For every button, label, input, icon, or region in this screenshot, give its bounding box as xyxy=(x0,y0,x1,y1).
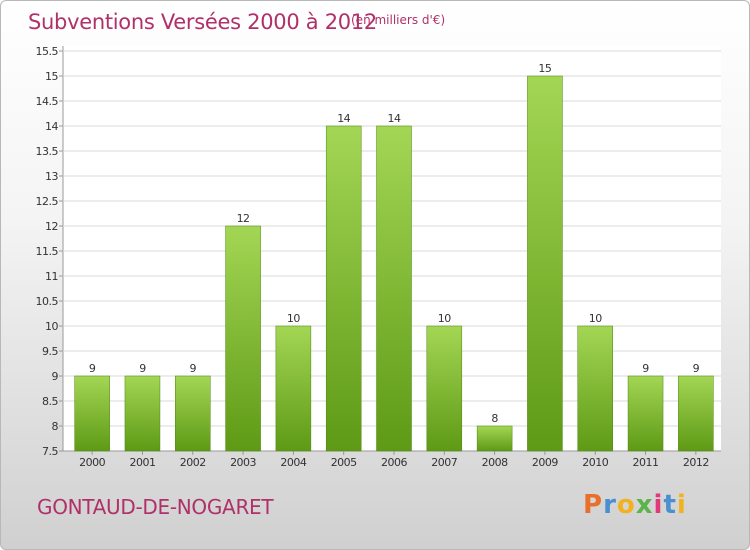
y-tick-label: 15.5 xyxy=(36,45,59,58)
data-label: 9 xyxy=(642,362,649,375)
bar-2012 xyxy=(678,375,714,452)
data-label: 15 xyxy=(538,62,551,75)
x-tick-label: 2006 xyxy=(381,456,407,469)
y-tick-label: 13 xyxy=(45,170,58,183)
x-tick-label: 2000 xyxy=(79,456,105,469)
logo-letter: x xyxy=(635,490,654,520)
data-label: 9 xyxy=(89,362,96,375)
bars xyxy=(74,75,714,452)
data-label: 8 xyxy=(491,412,498,425)
data-label: 9 xyxy=(139,362,146,375)
logo-letter: i xyxy=(653,490,664,520)
bar-2007 xyxy=(426,325,463,452)
y-tick-label: 10.5 xyxy=(36,295,59,308)
y-tick-label: 11 xyxy=(45,270,58,283)
x-tick-label: 2002 xyxy=(180,456,206,469)
y-tick-label: 9 xyxy=(52,370,59,383)
data-label: 14 xyxy=(337,112,350,125)
x-tick-label: 2001 xyxy=(129,456,155,469)
bar-2008 xyxy=(476,425,513,452)
y-tick-label: 13.5 xyxy=(36,145,59,158)
labels: 7.5 8 8.5 9 9.5 10 10.5 11 11.5 12 12.5 13 13.5 14 14.… xyxy=(36,45,710,469)
y-tick-label: 11.5 xyxy=(36,245,59,258)
data-label: 9 xyxy=(693,362,700,375)
x-tick-label: 2009 xyxy=(532,456,558,469)
data-label: 14 xyxy=(388,112,401,125)
bar-2001 xyxy=(124,375,161,452)
bar-2009 xyxy=(527,75,563,452)
x-tick-label: 2004 xyxy=(280,456,306,469)
logo-letter: r xyxy=(603,490,617,520)
y-tick-label: 12.5 xyxy=(36,195,59,208)
x-tick-label: 2011 xyxy=(633,456,659,469)
chart-title: Subventions Versées 2000 à 2012 xyxy=(28,10,377,34)
x-tick-label: 2012 xyxy=(683,456,709,469)
bar-2010 xyxy=(577,325,613,452)
y-tick-label: 10 xyxy=(45,320,58,333)
bar-2002 xyxy=(175,375,211,452)
data-label: 12 xyxy=(237,212,250,225)
bar-2003 xyxy=(225,225,261,452)
y-tick-label: 7.5 xyxy=(42,445,58,458)
y-tick-label: 8.5 xyxy=(42,395,58,408)
chart-subtitle: (en milliers d'€) xyxy=(351,13,446,27)
proxiti-logo[interactable]: Proxiti xyxy=(583,490,687,520)
y-tick-label: 14 xyxy=(45,120,58,133)
data-label: 10 xyxy=(438,312,451,325)
bar-2000 xyxy=(74,375,110,452)
x-tick-label: 2008 xyxy=(482,456,508,469)
bar-2004 xyxy=(275,325,312,452)
y-tick-label: 14.5 xyxy=(36,95,59,108)
data-label: 10 xyxy=(287,312,300,325)
x-tick-label: 2003 xyxy=(230,456,256,469)
logo-letter: t xyxy=(663,490,677,520)
bar-2006 xyxy=(376,125,412,452)
y-tick-label: 15 xyxy=(45,70,58,83)
x-tick-label: 2007 xyxy=(431,456,457,469)
y-tick-label: 12 xyxy=(45,220,58,233)
bar-2005 xyxy=(325,125,362,452)
x-tick-label: 2005 xyxy=(331,456,357,469)
y-tick-label: 9.5 xyxy=(42,345,58,358)
data-label: 9 xyxy=(190,362,197,375)
commune-name: GONTAUD-DE-NOGARET xyxy=(37,495,274,519)
logo-letter: o xyxy=(616,490,636,520)
logo-letter: i xyxy=(676,490,687,520)
data-label: 10 xyxy=(589,312,602,325)
logo-letter: P xyxy=(583,490,604,520)
x-tick-label: 2010 xyxy=(582,456,608,469)
y-tick-label: 8 xyxy=(52,420,59,433)
bar-2011 xyxy=(627,375,664,452)
